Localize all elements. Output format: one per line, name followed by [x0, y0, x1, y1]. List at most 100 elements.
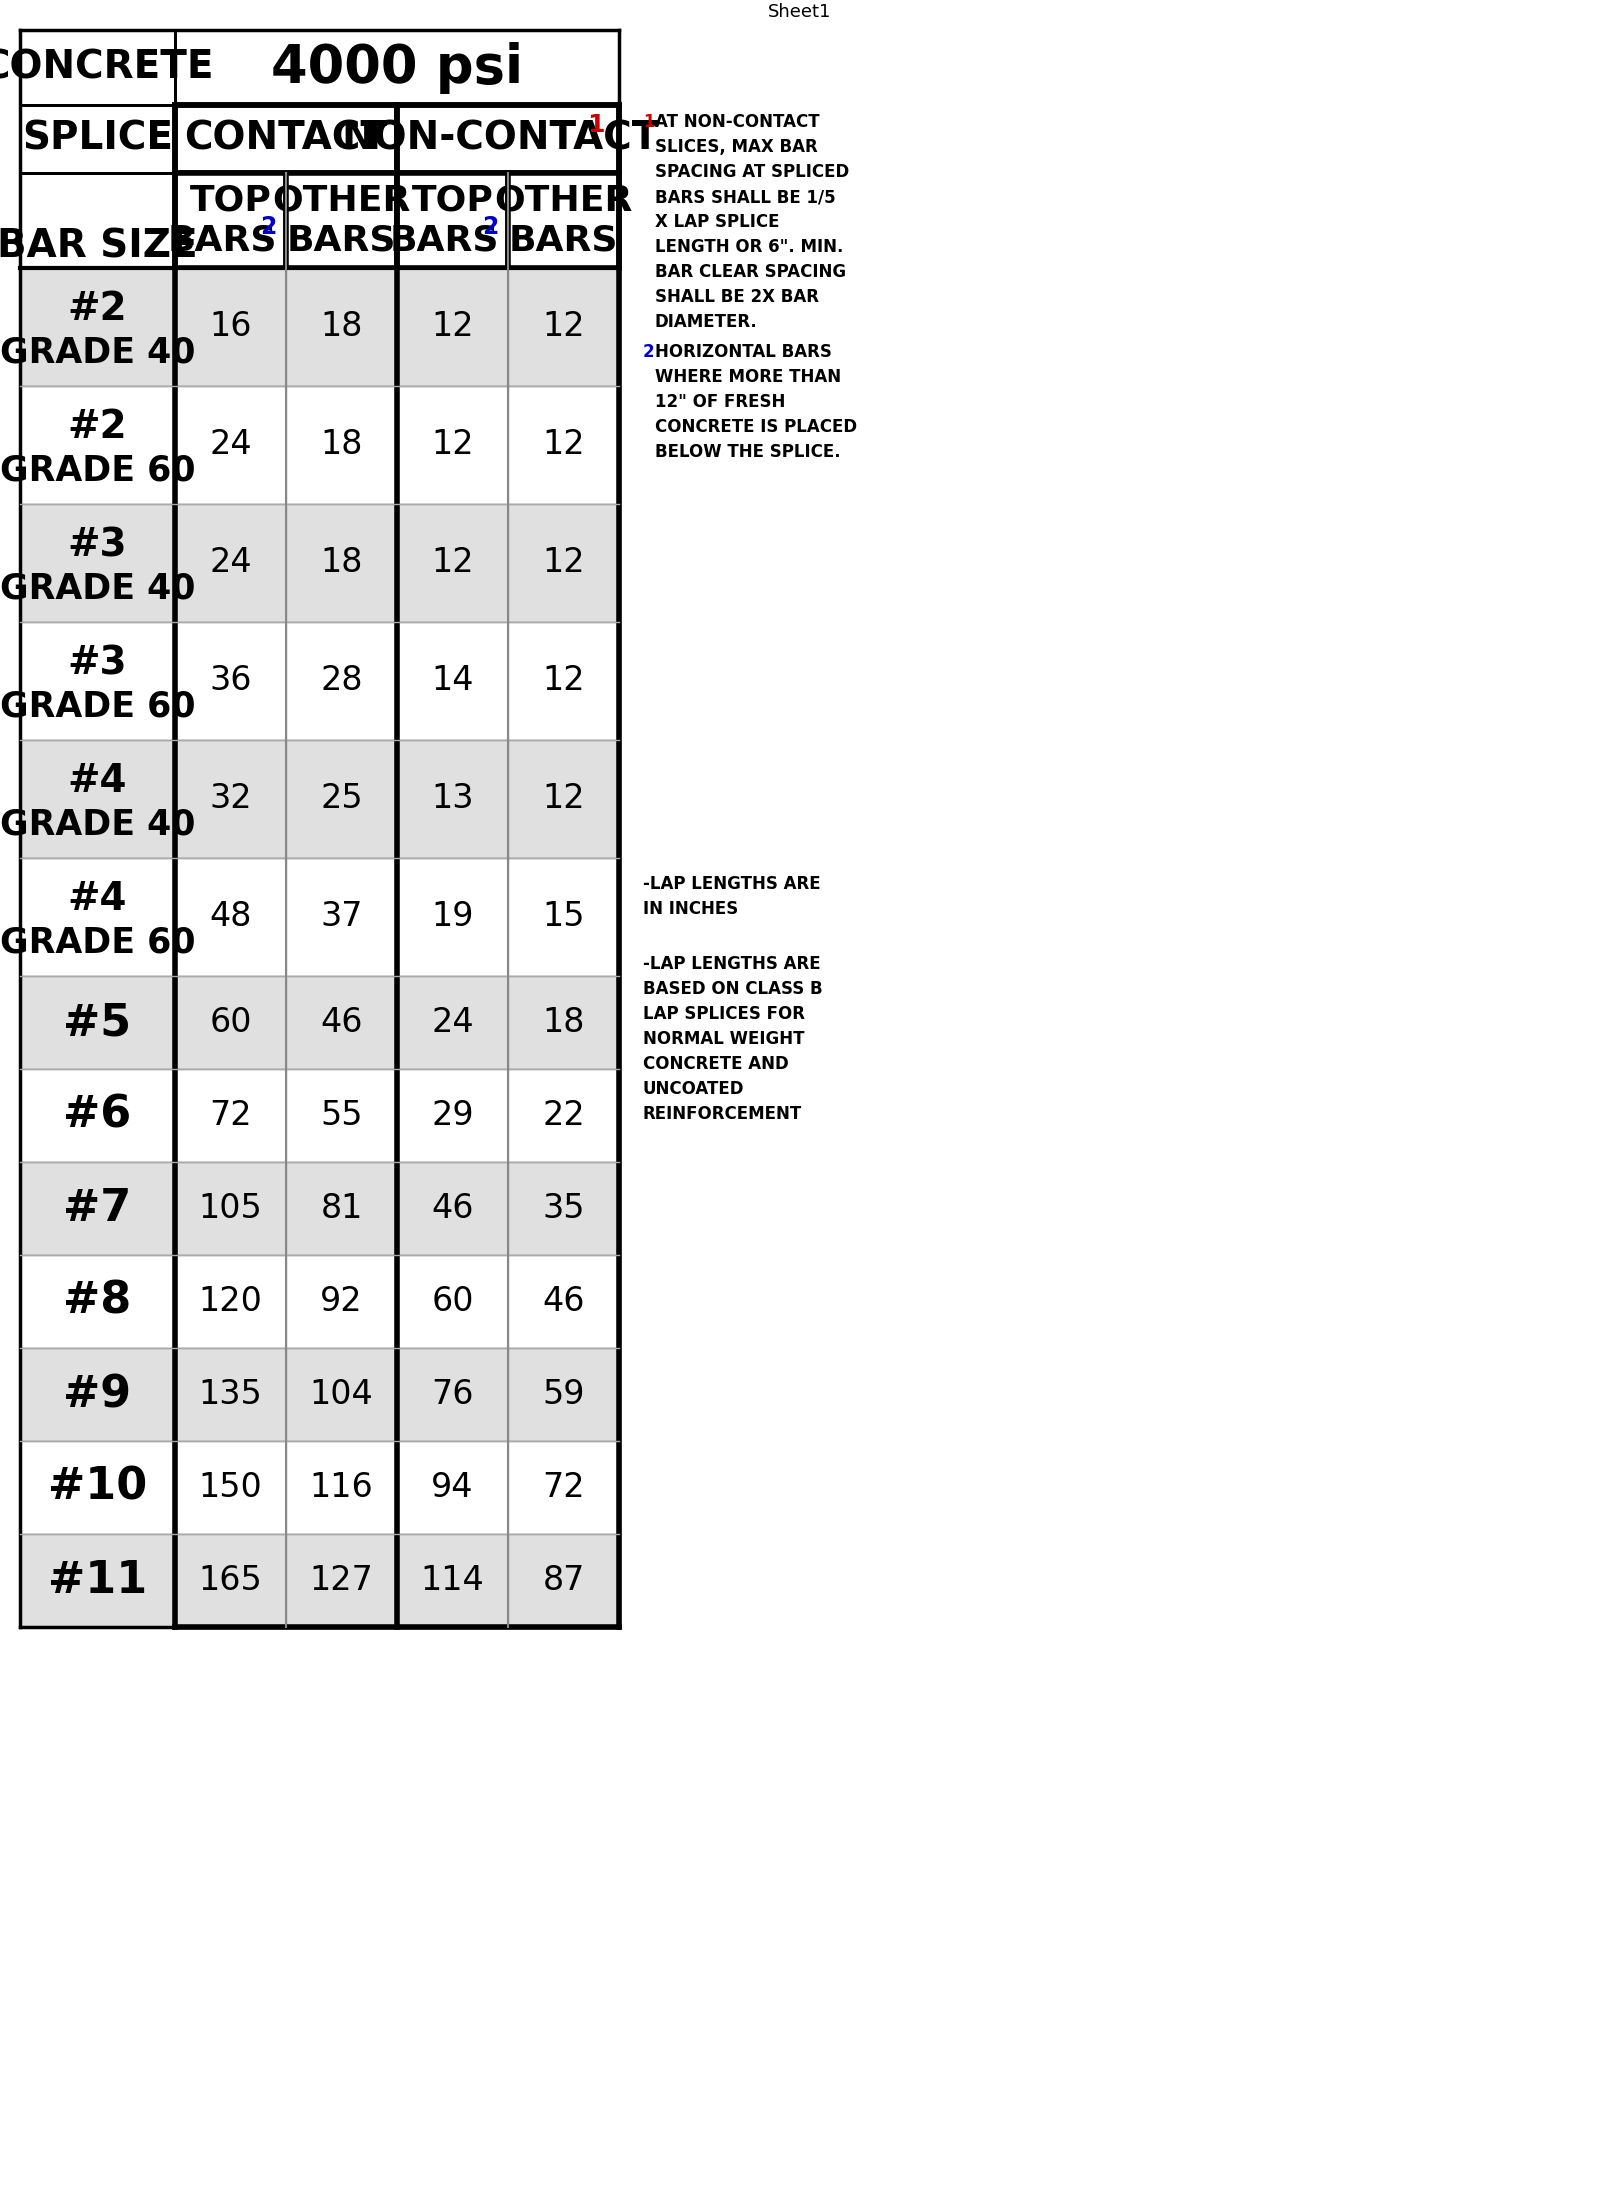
Bar: [174, 386, 286, 505]
Bar: [509, 386, 619, 505]
Text: 18: 18: [320, 428, 363, 461]
Bar: [397, 858, 509, 977]
Bar: [509, 858, 619, 977]
Text: #4: #4: [67, 763, 128, 800]
Text: 46: 46: [432, 1193, 474, 1226]
Text: 1: 1: [643, 112, 654, 130]
Bar: [286, 741, 397, 858]
Bar: [286, 1255, 397, 1347]
Bar: [397, 741, 509, 858]
Bar: [19, 31, 174, 106]
Text: CONTACT: CONTACT: [184, 119, 387, 159]
Text: 16: 16: [210, 311, 251, 344]
Text: TOP: TOP: [411, 183, 493, 218]
Bar: [509, 622, 619, 741]
Bar: [174, 1255, 286, 1347]
Bar: [174, 31, 619, 106]
Text: 87: 87: [542, 1563, 584, 1596]
Bar: [19, 1347, 174, 1442]
Text: 28: 28: [320, 664, 363, 697]
Text: 13: 13: [432, 783, 474, 816]
Text: GRADE 40: GRADE 40: [0, 571, 195, 606]
Bar: [174, 858, 286, 977]
Text: NON-CONTACT: NON-CONTACT: [341, 119, 659, 159]
Text: 48: 48: [210, 900, 251, 933]
Text: #2: #2: [67, 291, 128, 329]
Text: AT NON-CONTACT
SLICES, MAX BAR
SPACING AT SPLICED
BARS SHALL BE 1/5
X LAP SPLICE: AT NON-CONTACT SLICES, MAX BAR SPACING A…: [654, 112, 850, 331]
Bar: [509, 1535, 619, 1627]
Text: #3: #3: [67, 527, 128, 564]
Text: GRADE 60: GRADE 60: [0, 690, 195, 723]
Text: 105: 105: [198, 1193, 262, 1226]
Text: #4: #4: [67, 880, 128, 917]
Bar: [286, 1069, 397, 1162]
Bar: [174, 505, 286, 622]
Text: 24: 24: [430, 1005, 474, 1039]
Text: 104: 104: [310, 1378, 373, 1411]
Text: 60: 60: [432, 1286, 474, 1319]
Bar: [286, 1442, 397, 1535]
Bar: [174, 106, 397, 172]
Bar: [174, 1162, 286, 1255]
Bar: [19, 1069, 174, 1162]
Bar: [286, 977, 397, 1069]
Text: 72: 72: [542, 1471, 586, 1504]
Text: 36: 36: [210, 664, 251, 697]
Text: 12: 12: [430, 311, 474, 344]
Bar: [397, 622, 509, 741]
Text: 127: 127: [309, 1563, 373, 1596]
Text: 2: 2: [261, 214, 277, 238]
Text: #5: #5: [64, 1001, 131, 1043]
Text: -LAP LENGTHS ARE
BASED ON CLASS B
LAP SPLICES FOR
NORMAL WEIGHT
CONCRETE AND
UNC: -LAP LENGTHS ARE BASED ON CLASS B LAP SP…: [643, 955, 822, 1122]
Text: BARS: BARS: [509, 223, 618, 258]
Text: 4000 psi: 4000 psi: [270, 42, 523, 93]
Text: 29: 29: [430, 1098, 474, 1131]
Bar: [397, 1347, 509, 1442]
Bar: [174, 1347, 286, 1442]
Text: 37: 37: [320, 900, 363, 933]
Bar: [509, 977, 619, 1069]
Bar: [509, 1255, 619, 1347]
Text: 81: 81: [320, 1193, 363, 1226]
Bar: [19, 977, 174, 1069]
Bar: [19, 1535, 174, 1627]
Bar: [286, 172, 397, 269]
Text: BARS: BARS: [390, 223, 499, 258]
Text: 25: 25: [320, 783, 363, 816]
Bar: [509, 1069, 619, 1162]
Text: 19: 19: [432, 900, 474, 933]
Bar: [397, 1535, 509, 1627]
Text: 76: 76: [432, 1378, 474, 1411]
Bar: [286, 505, 397, 622]
Text: 1: 1: [587, 112, 605, 137]
Bar: [509, 1162, 619, 1255]
Bar: [397, 1442, 509, 1535]
Bar: [509, 1347, 619, 1442]
Bar: [19, 269, 174, 386]
Text: 24: 24: [210, 428, 251, 461]
Text: 12: 12: [542, 428, 586, 461]
Bar: [286, 1347, 397, 1442]
Text: 165: 165: [198, 1563, 262, 1596]
Text: 135: 135: [198, 1378, 262, 1411]
Bar: [19, 858, 174, 977]
Text: 12: 12: [542, 547, 586, 580]
Bar: [19, 1442, 174, 1535]
Text: 94: 94: [432, 1471, 474, 1504]
Text: #7: #7: [64, 1186, 131, 1230]
Bar: [509, 1442, 619, 1535]
Text: GRADE 40: GRADE 40: [0, 807, 195, 842]
Bar: [174, 741, 286, 858]
Text: 14: 14: [432, 664, 474, 697]
Text: 18: 18: [542, 1005, 584, 1039]
Bar: [19, 622, 174, 741]
Text: SPLICE: SPLICE: [22, 119, 173, 159]
Bar: [397, 172, 509, 269]
Text: 12: 12: [430, 428, 474, 461]
Bar: [19, 1162, 174, 1255]
Text: 72: 72: [210, 1098, 251, 1131]
Bar: [509, 741, 619, 858]
Text: 114: 114: [421, 1563, 485, 1596]
Bar: [19, 741, 174, 858]
Text: 15: 15: [542, 900, 584, 933]
